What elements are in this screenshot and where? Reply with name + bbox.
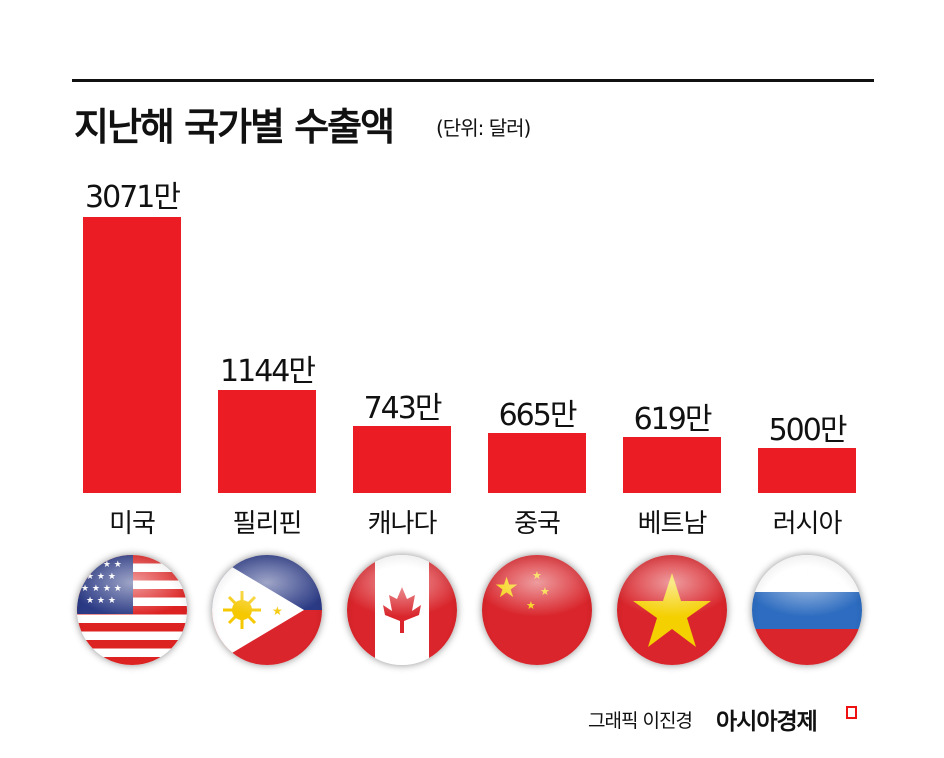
graphic-credit: 그래픽 이진경 [588,710,693,732]
category-label: 베트남 [637,509,708,539]
category-label: 러시아 [772,509,843,539]
bar-russia [758,448,856,493]
us-flag-icon: ★ ★ ★ ★★ ★ ★★ ★ ★ ★★ ★ ★ [77,555,187,665]
bar-vietnam [623,437,721,493]
unit-label: (단위: 달러) [436,116,531,140]
philippines-flag-icon: ★ [212,555,322,665]
china-flag-icon: ★ ★★★ [482,555,592,665]
brand-mark-icon [846,706,857,719]
vietnam-flag-icon [617,555,727,665]
value-label: 619만 [633,402,713,437]
chart-title: 지난해 국가별 수출액 [74,105,395,149]
value-label: 665만 [498,398,578,433]
value-label: 500만 [768,413,848,448]
bar-canada [353,426,451,493]
russia-flag-icon [752,555,862,665]
bar-philippines [218,390,316,493]
bar-usa [83,217,181,493]
top-rule [72,79,874,82]
category-label: 캐나다 [367,509,438,539]
bar-china [488,433,586,493]
category-label: 미국 [109,509,156,539]
canada-flag-icon [347,555,457,665]
value-label: 743만 [363,391,443,426]
value-label: 3071만 [85,180,181,215]
category-label: 필리핀 [232,509,303,539]
category-label: 중국 [514,509,561,539]
brand-logo: 아시아경제 [716,709,818,735]
value-label: 1144만 [220,354,316,389]
